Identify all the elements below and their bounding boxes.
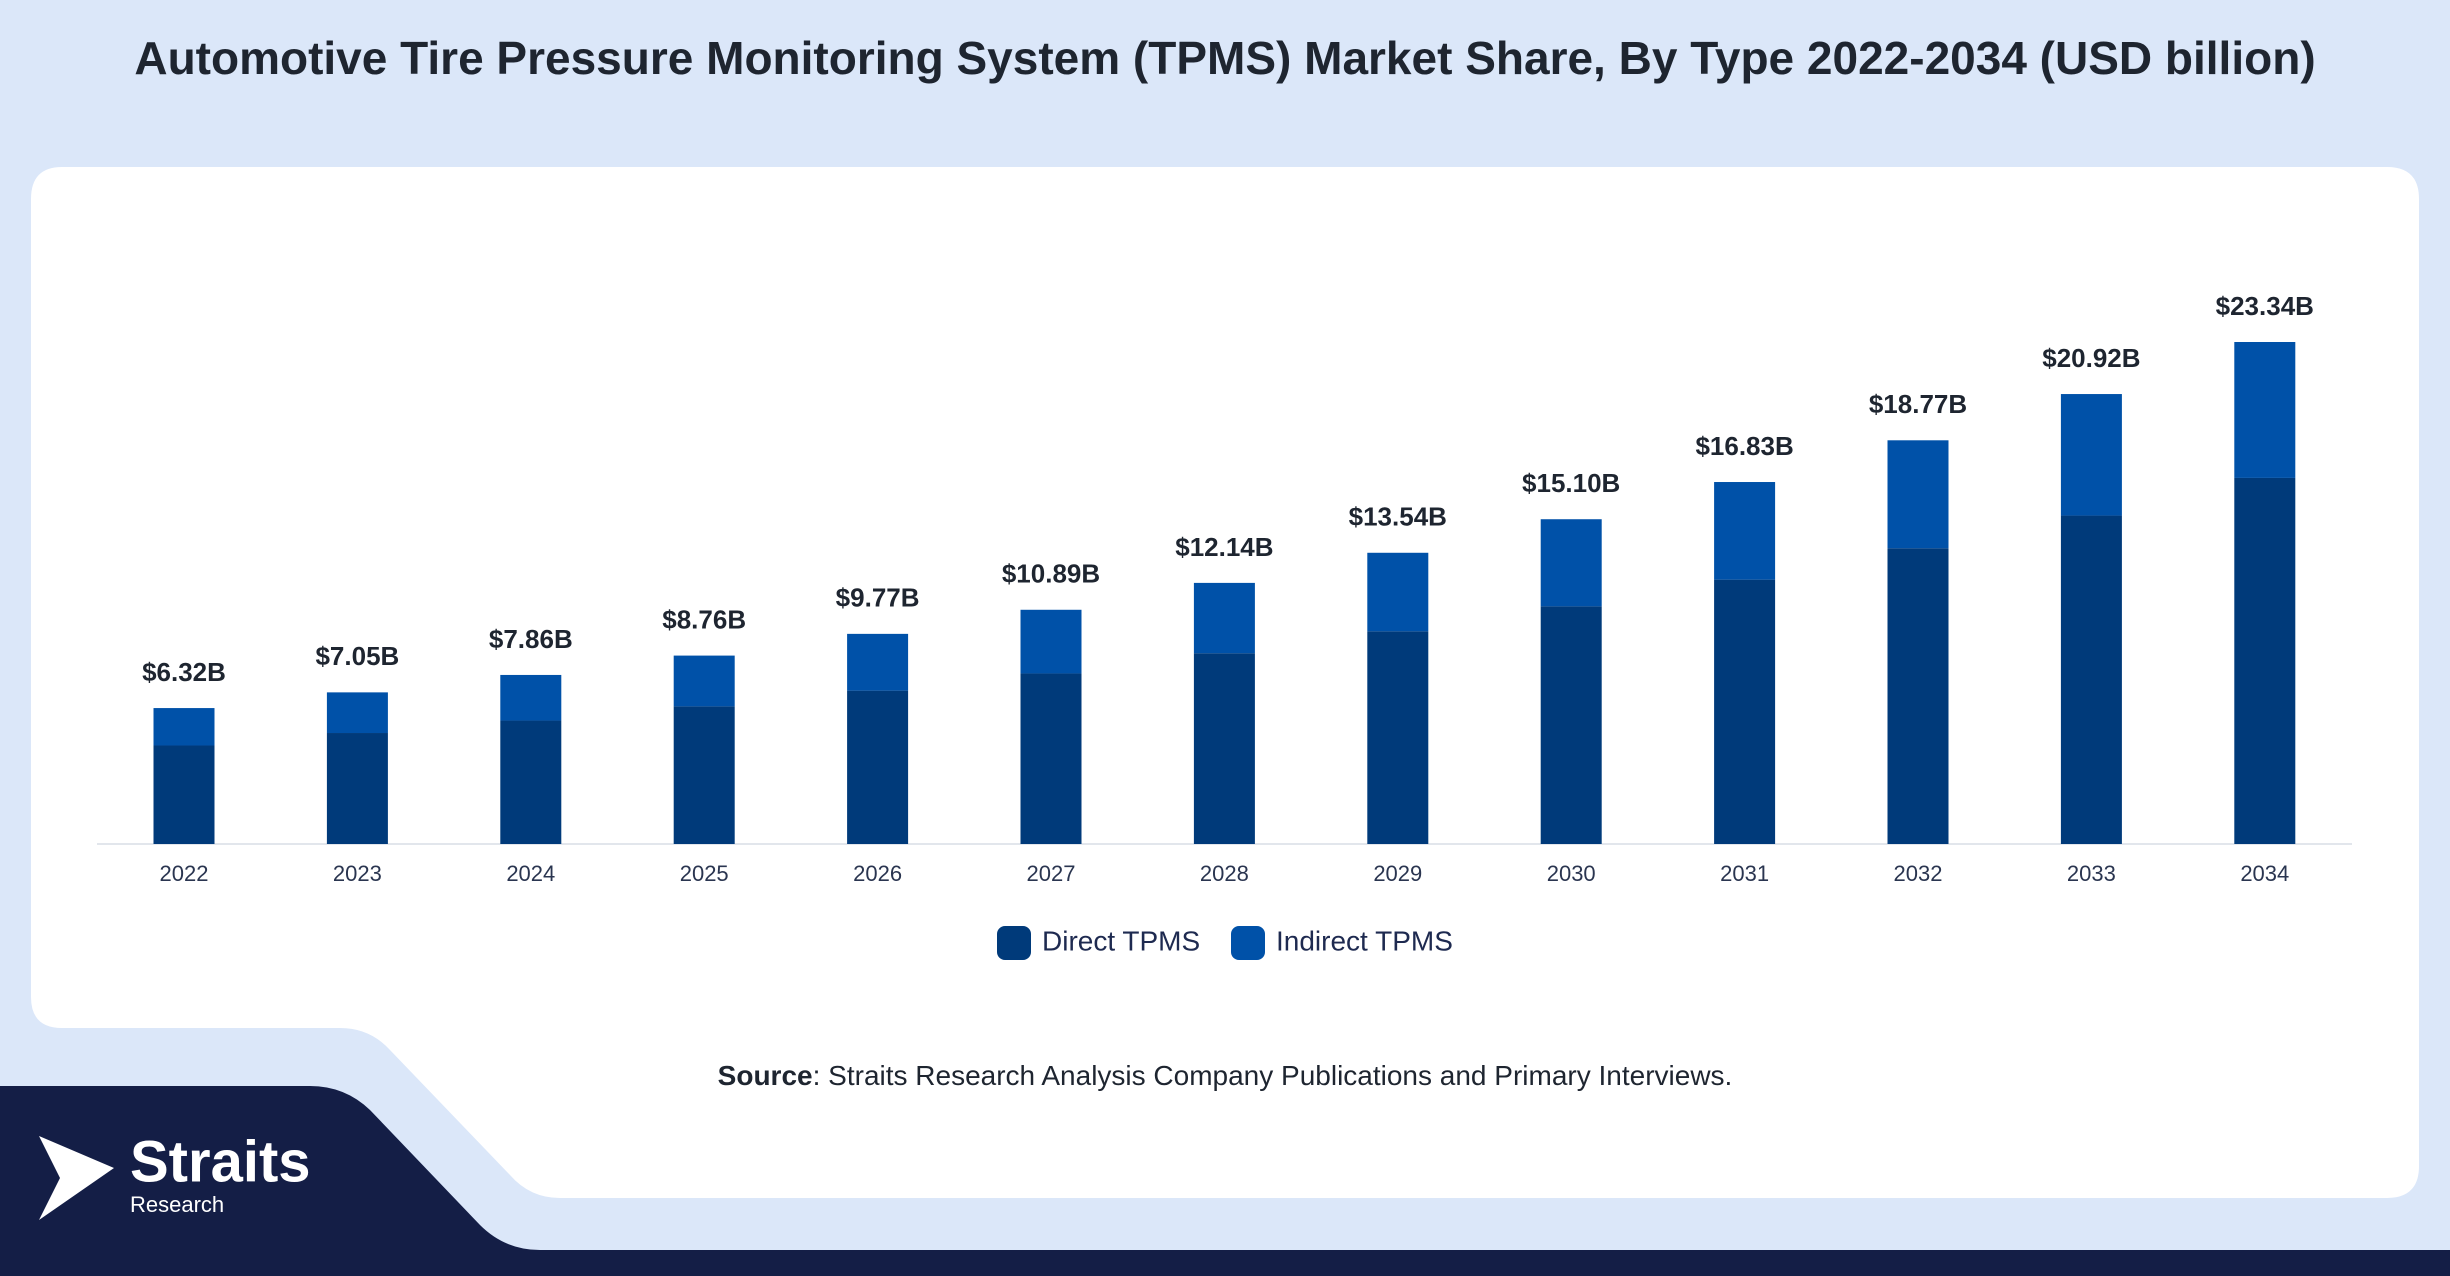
bar-segment	[1020, 609, 1082, 674]
total-label: $8.76B	[662, 604, 746, 634]
x-tick-label: 2026	[853, 861, 902, 886]
bar-segment	[153, 745, 215, 844]
source: Source: Straits Research Analysis Compan…	[718, 1060, 1733, 1091]
bar-segment	[1193, 653, 1255, 844]
bar-segment	[1020, 673, 1082, 844]
bar-segment	[847, 633, 909, 691]
total-label: $7.05B	[315, 641, 399, 671]
bar-segment	[1193, 582, 1255, 654]
total-label: $23.34B	[2216, 291, 2314, 321]
bar-segment	[1714, 482, 1776, 580]
legend-swatch	[997, 926, 1031, 960]
bar-segment	[2060, 515, 2122, 844]
total-label: $9.77B	[836, 583, 920, 613]
x-tick-label: 2027	[1027, 861, 1076, 886]
x-tick-label: 2025	[680, 861, 729, 886]
logo-sub: Research	[130, 1192, 224, 1217]
x-tick-label: 2029	[1373, 861, 1422, 886]
x-tick-label: 2033	[2067, 861, 2116, 886]
bar-segment	[1367, 552, 1429, 632]
total-label: $18.77B	[1869, 389, 1967, 419]
bar-segment	[1367, 631, 1429, 844]
x-tick-label: 2022	[160, 861, 209, 886]
bar-segment	[2234, 477, 2296, 844]
source-text: : Straits Research Analysis Company Publ…	[813, 1060, 1733, 1091]
x-tick-label: 2024	[506, 861, 555, 886]
bar-segment	[1540, 519, 1602, 607]
legend-swatch	[1231, 926, 1265, 960]
total-label: $15.10B	[1522, 468, 1620, 498]
footer-band	[0, 1086, 2450, 1276]
total-label: $13.54B	[1349, 502, 1447, 532]
bar-segment	[153, 708, 215, 746]
logo-icon	[39, 1136, 114, 1220]
legend-label: Direct TPMS	[1042, 925, 1200, 956]
bar-segment	[1540, 606, 1602, 844]
bar-segment	[1887, 548, 1949, 844]
total-label: $16.83B	[1695, 431, 1793, 461]
bar-segment	[673, 706, 735, 844]
total-label: $10.89B	[1002, 559, 1100, 589]
bar-segment	[2060, 394, 2122, 516]
bar-segment	[500, 674, 562, 721]
bar-segment	[326, 692, 388, 734]
bar-segment	[847, 690, 909, 844]
bar-segment	[1887, 440, 1949, 549]
x-tick-label: 2034	[2240, 861, 2289, 886]
chart-title: Automotive Tire Pressure Monitoring Syst…	[134, 32, 2315, 84]
bar-segment	[1714, 579, 1776, 844]
x-tick-label: 2028	[1200, 861, 1249, 886]
total-label: $20.92B	[2042, 343, 2140, 373]
x-tick-label: 2023	[333, 861, 382, 886]
x-tick-label: 2032	[1894, 861, 1943, 886]
x-tick-label: 2030	[1547, 861, 1596, 886]
bar-segment	[2234, 342, 2296, 478]
logo-name: Straits	[130, 1129, 311, 1194]
bar-segment	[673, 655, 735, 707]
x-tick-label: 2031	[1720, 861, 1769, 886]
total-label: $6.32B	[142, 657, 226, 687]
total-label: $7.86B	[489, 624, 573, 654]
bar-segment	[326, 733, 388, 844]
source-label: Source	[718, 1060, 813, 1091]
bar-segment	[500, 720, 562, 844]
total-label: $12.14B	[1175, 532, 1273, 562]
legend-label: Indirect TPMS	[1276, 925, 1453, 956]
